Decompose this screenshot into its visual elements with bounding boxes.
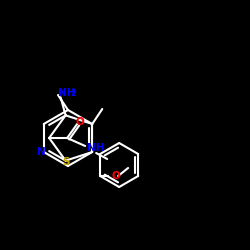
Text: N: N [38,147,46,157]
Text: NH: NH [87,143,105,153]
Text: O: O [76,117,84,127]
Text: NH: NH [58,88,75,98]
Text: S: S [62,157,69,167]
Text: O: O [111,171,120,181]
Text: 2: 2 [70,89,76,98]
